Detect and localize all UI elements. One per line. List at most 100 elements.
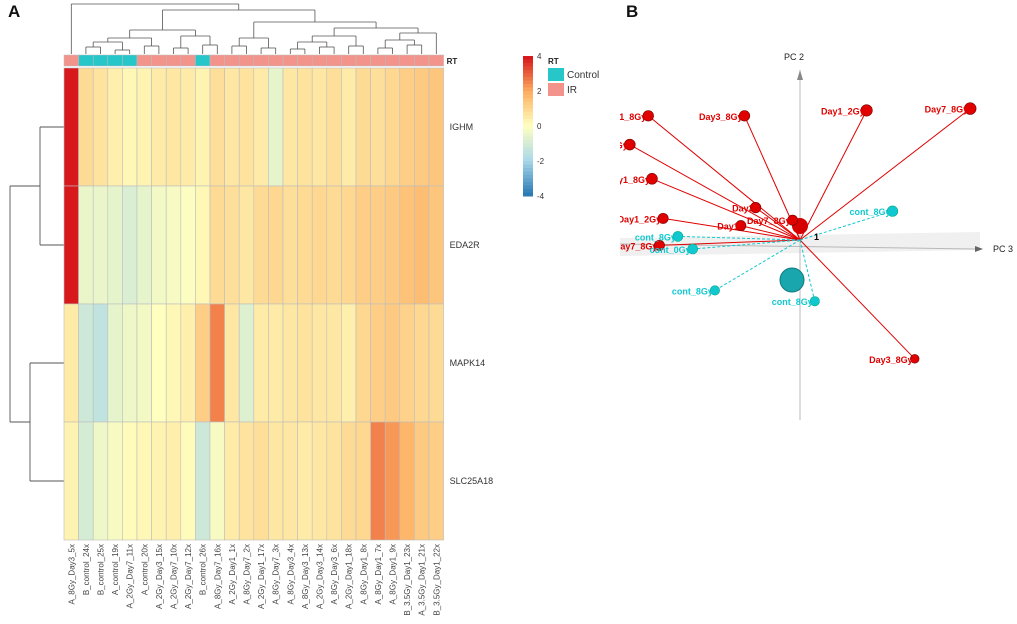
heatmap-cell bbox=[370, 303, 386, 423]
pca-spoke bbox=[740, 225, 801, 241]
color-scale-step bbox=[523, 105, 533, 109]
pca-spoke bbox=[659, 239, 801, 246]
annotation-cell bbox=[63, 54, 79, 67]
pca-spoke bbox=[677, 235, 801, 241]
pca-spoke bbox=[755, 207, 801, 241]
heatmap-cell bbox=[136, 421, 152, 541]
pca-point-label: cont_8Gy bbox=[635, 232, 676, 242]
heatmap-cell bbox=[253, 303, 269, 423]
heatmap-cell bbox=[326, 421, 342, 541]
annotation-cell bbox=[122, 54, 138, 67]
row-label: EDA2R bbox=[450, 240, 481, 250]
pca-spoke bbox=[799, 210, 893, 241]
heatmap-cell bbox=[63, 303, 79, 423]
annotation-cell bbox=[428, 54, 444, 67]
heatmap-cell bbox=[355, 303, 371, 423]
pca-point-label: Day3 bbox=[732, 204, 754, 214]
heatmap-cell bbox=[165, 185, 182, 305]
heatmap-cell bbox=[414, 303, 430, 423]
color-scale-step bbox=[523, 119, 533, 123]
annotation-bar: RT bbox=[63, 54, 457, 67]
heatmap-cell bbox=[384, 421, 401, 541]
pca-point-label: Day1_8Gy bbox=[620, 112, 646, 122]
annotation-cell bbox=[92, 54, 109, 67]
heatmap-cell bbox=[428, 421, 444, 541]
pca-point bbox=[642, 110, 654, 122]
heatmap-cell bbox=[136, 67, 152, 187]
heatmap-cell bbox=[341, 185, 357, 305]
control-centroid bbox=[779, 267, 805, 293]
heatmap-cell bbox=[282, 303, 298, 423]
column-label: A_8Gy_Day7_16x bbox=[213, 544, 222, 609]
heatmap-cell bbox=[428, 185, 444, 305]
heatmap-cell bbox=[107, 67, 123, 187]
heatmap-cell bbox=[78, 421, 94, 541]
color-scale-tick: 4 bbox=[537, 52, 542, 61]
heatmap-cell bbox=[311, 303, 328, 423]
pc2-axis-label: PC 2 bbox=[784, 52, 804, 62]
annotation-cell bbox=[341, 54, 357, 67]
column-label: A_2Gy_Day3_14x bbox=[316, 544, 325, 609]
annotation-cell bbox=[297, 54, 313, 67]
heatmap-cell bbox=[297, 303, 313, 423]
color-scale-step bbox=[523, 178, 533, 183]
column-label: A_8Gy_Day7_2x bbox=[243, 544, 252, 604]
heatmap-cell bbox=[399, 421, 415, 541]
color-scale-step bbox=[523, 98, 533, 102]
column-label: B_3.5Gy_Day1_23x bbox=[403, 544, 412, 616]
annotation-cell bbox=[282, 54, 298, 67]
heatmap-cell bbox=[326, 303, 342, 423]
column-label: A_2Gy_Day7_12x bbox=[184, 544, 193, 609]
heatmap-cell bbox=[384, 185, 401, 305]
heatmap-cell bbox=[195, 303, 211, 423]
color-scale-step bbox=[523, 129, 533, 134]
heatmap-cell bbox=[209, 303, 225, 423]
heatmap-cell bbox=[414, 421, 430, 541]
annotation-cell bbox=[195, 54, 211, 67]
column-label: A_8Gy_Day1_9x bbox=[389, 544, 398, 604]
heatmap-cell bbox=[122, 185, 138, 305]
color-scale-step bbox=[523, 185, 533, 190]
color-scale-step bbox=[523, 87, 533, 92]
pca-spoke bbox=[647, 115, 801, 241]
heatmap-cell bbox=[238, 67, 255, 187]
pca-point bbox=[657, 212, 669, 224]
heatmap-cell bbox=[297, 421, 313, 541]
heatmap-cell bbox=[428, 67, 444, 187]
heatmap-cell bbox=[209, 421, 225, 541]
heatmap-cell bbox=[180, 303, 196, 423]
pca-spoke bbox=[799, 239, 816, 302]
heatmap-cell bbox=[399, 303, 415, 423]
color-scale-step bbox=[523, 168, 533, 172]
color-scale-tick: 0 bbox=[537, 122, 542, 131]
annotation-cell bbox=[78, 54, 94, 67]
heatmap-cell bbox=[282, 67, 298, 187]
row-dendrogram bbox=[9, 126, 64, 482]
column-label: B_control_25x bbox=[97, 544, 106, 595]
annotation-cell bbox=[107, 54, 123, 67]
annotation-cell bbox=[414, 54, 430, 67]
annotation-legend-title: RT bbox=[548, 57, 559, 66]
heatmap-cell bbox=[180, 421, 196, 541]
heatmap-cell bbox=[63, 421, 79, 541]
heatmap-cell bbox=[355, 421, 371, 541]
heatmap-cell bbox=[253, 67, 269, 187]
color-scale-step bbox=[523, 192, 533, 197]
annotation-legend-swatch bbox=[548, 68, 564, 81]
heatmap-cell bbox=[78, 185, 94, 305]
heatmap-cell bbox=[151, 303, 167, 423]
heatmap-cell bbox=[122, 303, 138, 423]
column-label: A_2Gy_Day1_17x bbox=[257, 544, 266, 609]
heatmap-cell bbox=[78, 67, 94, 187]
annotation-legend-swatch bbox=[548, 83, 564, 96]
heatmap-cell bbox=[268, 303, 284, 423]
pca-point-label: Day7_8Gy bbox=[620, 241, 657, 251]
pca-point-label: cont_0Gy bbox=[650, 245, 691, 255]
heatmap-cell bbox=[297, 67, 313, 187]
color-scale-step bbox=[523, 94, 533, 99]
annotation-legend-label: Control bbox=[567, 70, 599, 81]
color-scale-step bbox=[523, 108, 533, 113]
color-scale-step bbox=[523, 157, 533, 162]
color-scale-step bbox=[523, 133, 533, 137]
pca-spoke bbox=[799, 239, 916, 360]
